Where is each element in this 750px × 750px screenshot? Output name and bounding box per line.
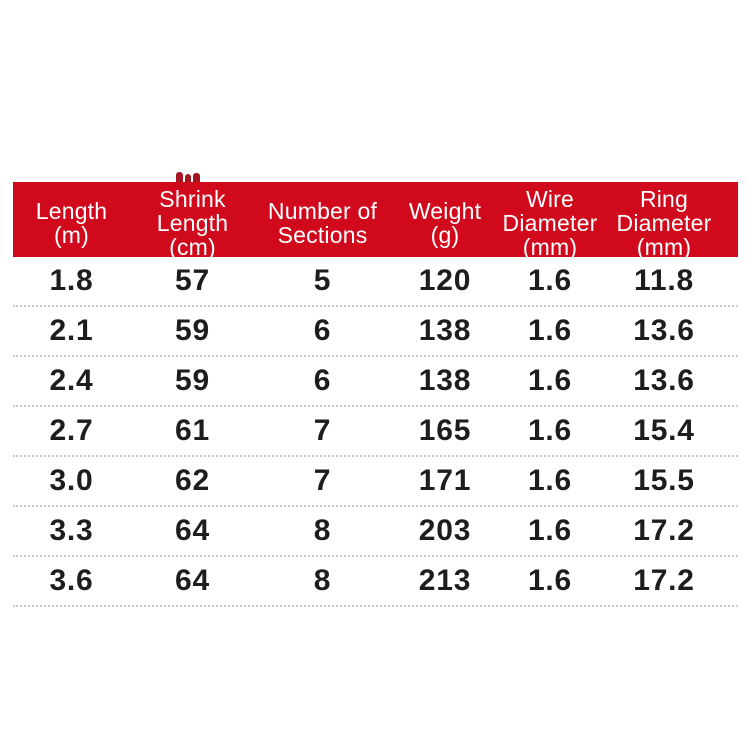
- table-cell: 13.6: [633, 364, 695, 397]
- table-cell: 62: [175, 464, 210, 497]
- table-cell: 17.2: [633, 564, 695, 597]
- table-cell: 138: [418, 364, 472, 397]
- table-cell: 138: [418, 314, 472, 347]
- header-line: Diameter: [502, 210, 598, 236]
- artifact-mark: [176, 172, 183, 183]
- header-line: (mm): [522, 234, 578, 260]
- header-cell-length: Length (m): [13, 182, 130, 259]
- spec-table: Length (m) Shrink Length (cm) Number of …: [13, 182, 738, 607]
- table-cell: 64: [175, 564, 210, 597]
- table-cell: 59: [175, 364, 210, 397]
- table-cell: 15.4: [633, 414, 695, 447]
- table-row: 3.0 62 7 171 1.6 15.5: [13, 457, 738, 507]
- table-cell: 8: [313, 564, 332, 597]
- table-body: 1.8 57 5 120 1.6 11.8 2.1 59 6 138 1.6 1…: [13, 257, 738, 607]
- artifact-mark: [193, 173, 200, 183]
- table-cell: 7: [313, 414, 332, 447]
- table-row: 3.3 64 8 203 1.6 17.2: [13, 507, 738, 557]
- table-cell: 6: [313, 364, 332, 397]
- header-line: (g): [430, 222, 460, 248]
- header-line: Wire: [525, 186, 575, 212]
- header-line: Length: [35, 198, 108, 224]
- header-line: (mm): [636, 234, 692, 260]
- header-line: Number of: [267, 198, 378, 224]
- table-cell: 2.7: [49, 414, 94, 447]
- table-cell: 1.6: [527, 314, 573, 347]
- header-line: Sections: [277, 222, 368, 248]
- header-line: (cm): [169, 234, 216, 260]
- table-cell: 17.2: [633, 514, 695, 547]
- table-cell: 64: [175, 514, 210, 547]
- table-cell: 1.6: [527, 464, 573, 497]
- table-header-row: Length (m) Shrink Length (cm) Number of …: [13, 182, 738, 259]
- table-cell: 3.6: [49, 564, 94, 597]
- header-line: Shrink: [159, 186, 226, 212]
- table-cell: 213: [418, 564, 472, 597]
- table-cell: 59: [175, 314, 210, 347]
- table-row: 3.6 64 8 213 1.6 17.2: [13, 557, 738, 607]
- table-cell: 203: [418, 514, 472, 547]
- header-line: Weight: [408, 198, 482, 224]
- table-row: 2.1 59 6 138 1.6 13.6: [13, 307, 738, 357]
- table-cell: 2.1: [49, 314, 94, 347]
- table-cell: 1.6: [527, 514, 573, 547]
- table-cell: 6: [313, 314, 332, 347]
- table-cell: 15.5: [633, 464, 695, 497]
- header-cell-weight: Weight (g): [390, 182, 500, 259]
- header-cell-number-of-sections: Number of Sections: [255, 182, 390, 259]
- table-cell: 57: [175, 264, 210, 297]
- table-cell: 1.6: [527, 264, 573, 297]
- cropped-text-artifact: [176, 172, 200, 183]
- header-line: Ring: [639, 186, 689, 212]
- table-cell: 11.8: [634, 264, 694, 297]
- table-cell: 1.6: [527, 414, 573, 447]
- header-cell-ring-diameter: Ring Diameter (mm): [600, 182, 738, 259]
- header-cell-wire-diameter: Wire Diameter (mm): [500, 182, 600, 259]
- table-cell: 3.3: [49, 514, 94, 547]
- table-cell: 1.6: [527, 564, 573, 597]
- table-cell: 61: [175, 414, 210, 447]
- table-cell: 165: [418, 414, 472, 447]
- table-cell: 1.8: [49, 264, 94, 297]
- table-cell: 3.0: [49, 464, 94, 497]
- table-row: 2.7 61 7 165 1.6 15.4: [13, 407, 738, 457]
- table-cell: 2.4: [49, 364, 94, 397]
- header-line: Diameter: [616, 210, 712, 236]
- table-cell: 171: [418, 464, 472, 497]
- header-line: Length: [156, 210, 229, 236]
- table-cell: 1.6: [527, 364, 573, 397]
- table-cell: 7: [313, 464, 332, 497]
- table-cell: 13.6: [633, 314, 695, 347]
- artifact-mark: [185, 174, 191, 183]
- table-cell: 8: [313, 514, 332, 547]
- table-cell: 120: [418, 264, 472, 297]
- header-cell-shrink-length: Shrink Length (cm): [130, 182, 255, 259]
- header-line: (m): [53, 222, 90, 248]
- table-row: 1.8 57 5 120 1.6 11.8: [13, 257, 738, 307]
- table-row: 2.4 59 6 138 1.6 13.6: [13, 357, 738, 407]
- table-cell: 5: [313, 264, 332, 297]
